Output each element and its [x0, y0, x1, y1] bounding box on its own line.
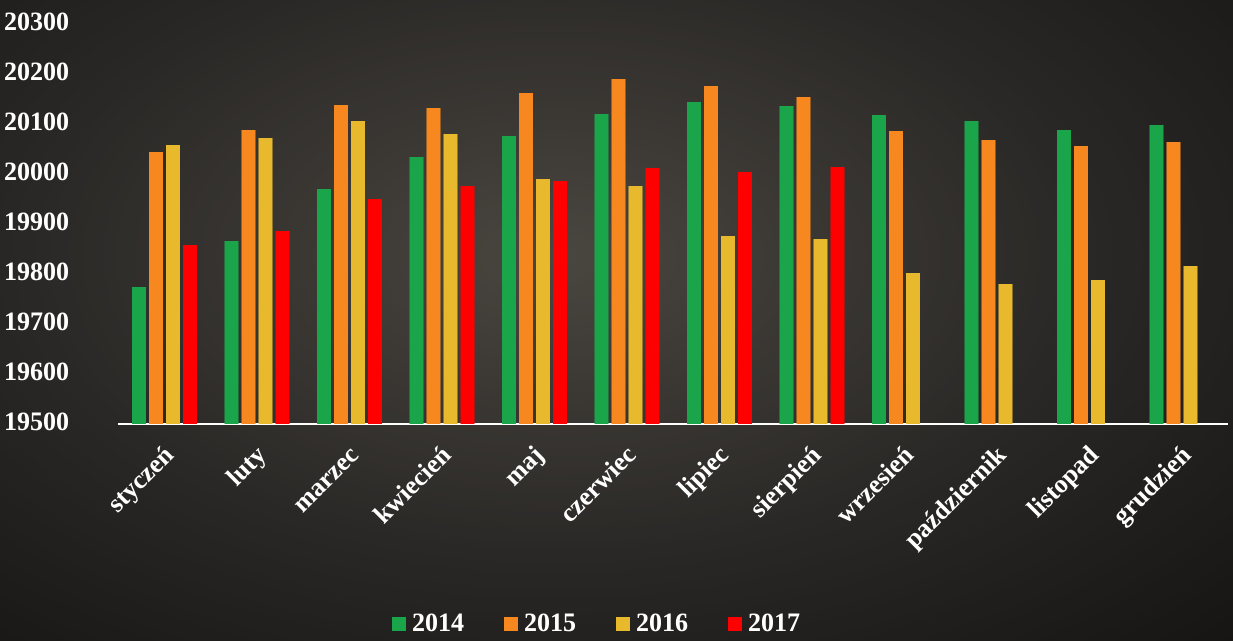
y-tick-label: 20000	[4, 157, 69, 186]
legend-label: 2017	[748, 608, 800, 637]
bar	[553, 181, 567, 424]
x-tick-label: sierpień	[744, 440, 827, 523]
bar	[502, 136, 516, 424]
x-tick-label: marzec	[286, 440, 364, 518]
x-tick-label: lipiec	[672, 440, 734, 502]
legend-label: 2015	[524, 608, 576, 637]
x-tick-label: luty	[220, 440, 271, 491]
bar	[981, 140, 996, 424]
y-tick-label: 20300	[4, 7, 69, 36]
x-tick-label: grudzień	[1106, 440, 1196, 530]
bar	[796, 97, 811, 424]
bar	[317, 189, 331, 424]
bar	[224, 241, 239, 424]
bar	[1149, 125, 1164, 424]
bar	[1183, 266, 1198, 424]
bar	[183, 245, 197, 424]
bar	[351, 121, 365, 424]
x-tick-label: kwiecień	[368, 440, 457, 529]
bar	[536, 179, 550, 424]
legend-label: 2014	[412, 608, 464, 637]
x-tick-label: maj	[498, 440, 549, 491]
bar	[964, 121, 979, 424]
y-tick-label: 19900	[4, 207, 69, 236]
bar	[460, 186, 475, 424]
bar	[889, 131, 903, 424]
bar	[132, 287, 146, 424]
legend-label: 2016	[636, 608, 688, 637]
x-tick-label: styczeń	[101, 440, 179, 518]
y-tick-label: 20200	[4, 57, 69, 86]
bar	[241, 130, 256, 424]
y-tick-label: 20100	[4, 107, 69, 136]
bar	[1091, 280, 1105, 424]
bar	[906, 273, 920, 424]
bar	[519, 93, 533, 424]
y-tick-label: 19600	[4, 357, 69, 386]
y-tick-label: 19500	[4, 407, 69, 436]
bar	[721, 236, 735, 424]
bar	[1074, 146, 1088, 424]
bar	[872, 115, 886, 424]
bar	[275, 231, 290, 424]
bar	[738, 172, 752, 424]
y-tick-label: 19800	[4, 257, 69, 286]
bar	[368, 199, 382, 424]
bar	[334, 105, 348, 424]
y-tick-label: 19700	[4, 307, 69, 336]
x-tick-label: listopad	[1021, 440, 1104, 523]
bar	[1166, 142, 1181, 424]
bar	[594, 114, 609, 424]
bar	[409, 157, 424, 424]
legend-swatch	[616, 617, 630, 631]
bar	[1057, 130, 1071, 424]
bar	[998, 284, 1013, 424]
bar	[704, 86, 718, 424]
legend-swatch	[504, 617, 518, 631]
bar	[149, 152, 163, 424]
bar	[813, 239, 828, 424]
x-tick-label: czerwiec	[554, 440, 642, 528]
legend-swatch	[392, 617, 406, 631]
bar	[443, 134, 458, 424]
x-tick-label: wrzesień	[830, 440, 919, 529]
bar	[830, 167, 845, 424]
bar	[779, 106, 794, 424]
bar	[166, 145, 180, 424]
bar	[426, 108, 441, 424]
bar	[258, 138, 273, 424]
bar	[687, 102, 701, 424]
bar	[611, 79, 626, 424]
legend-swatch	[728, 617, 742, 631]
bar	[628, 186, 643, 424]
bar	[645, 168, 660, 424]
